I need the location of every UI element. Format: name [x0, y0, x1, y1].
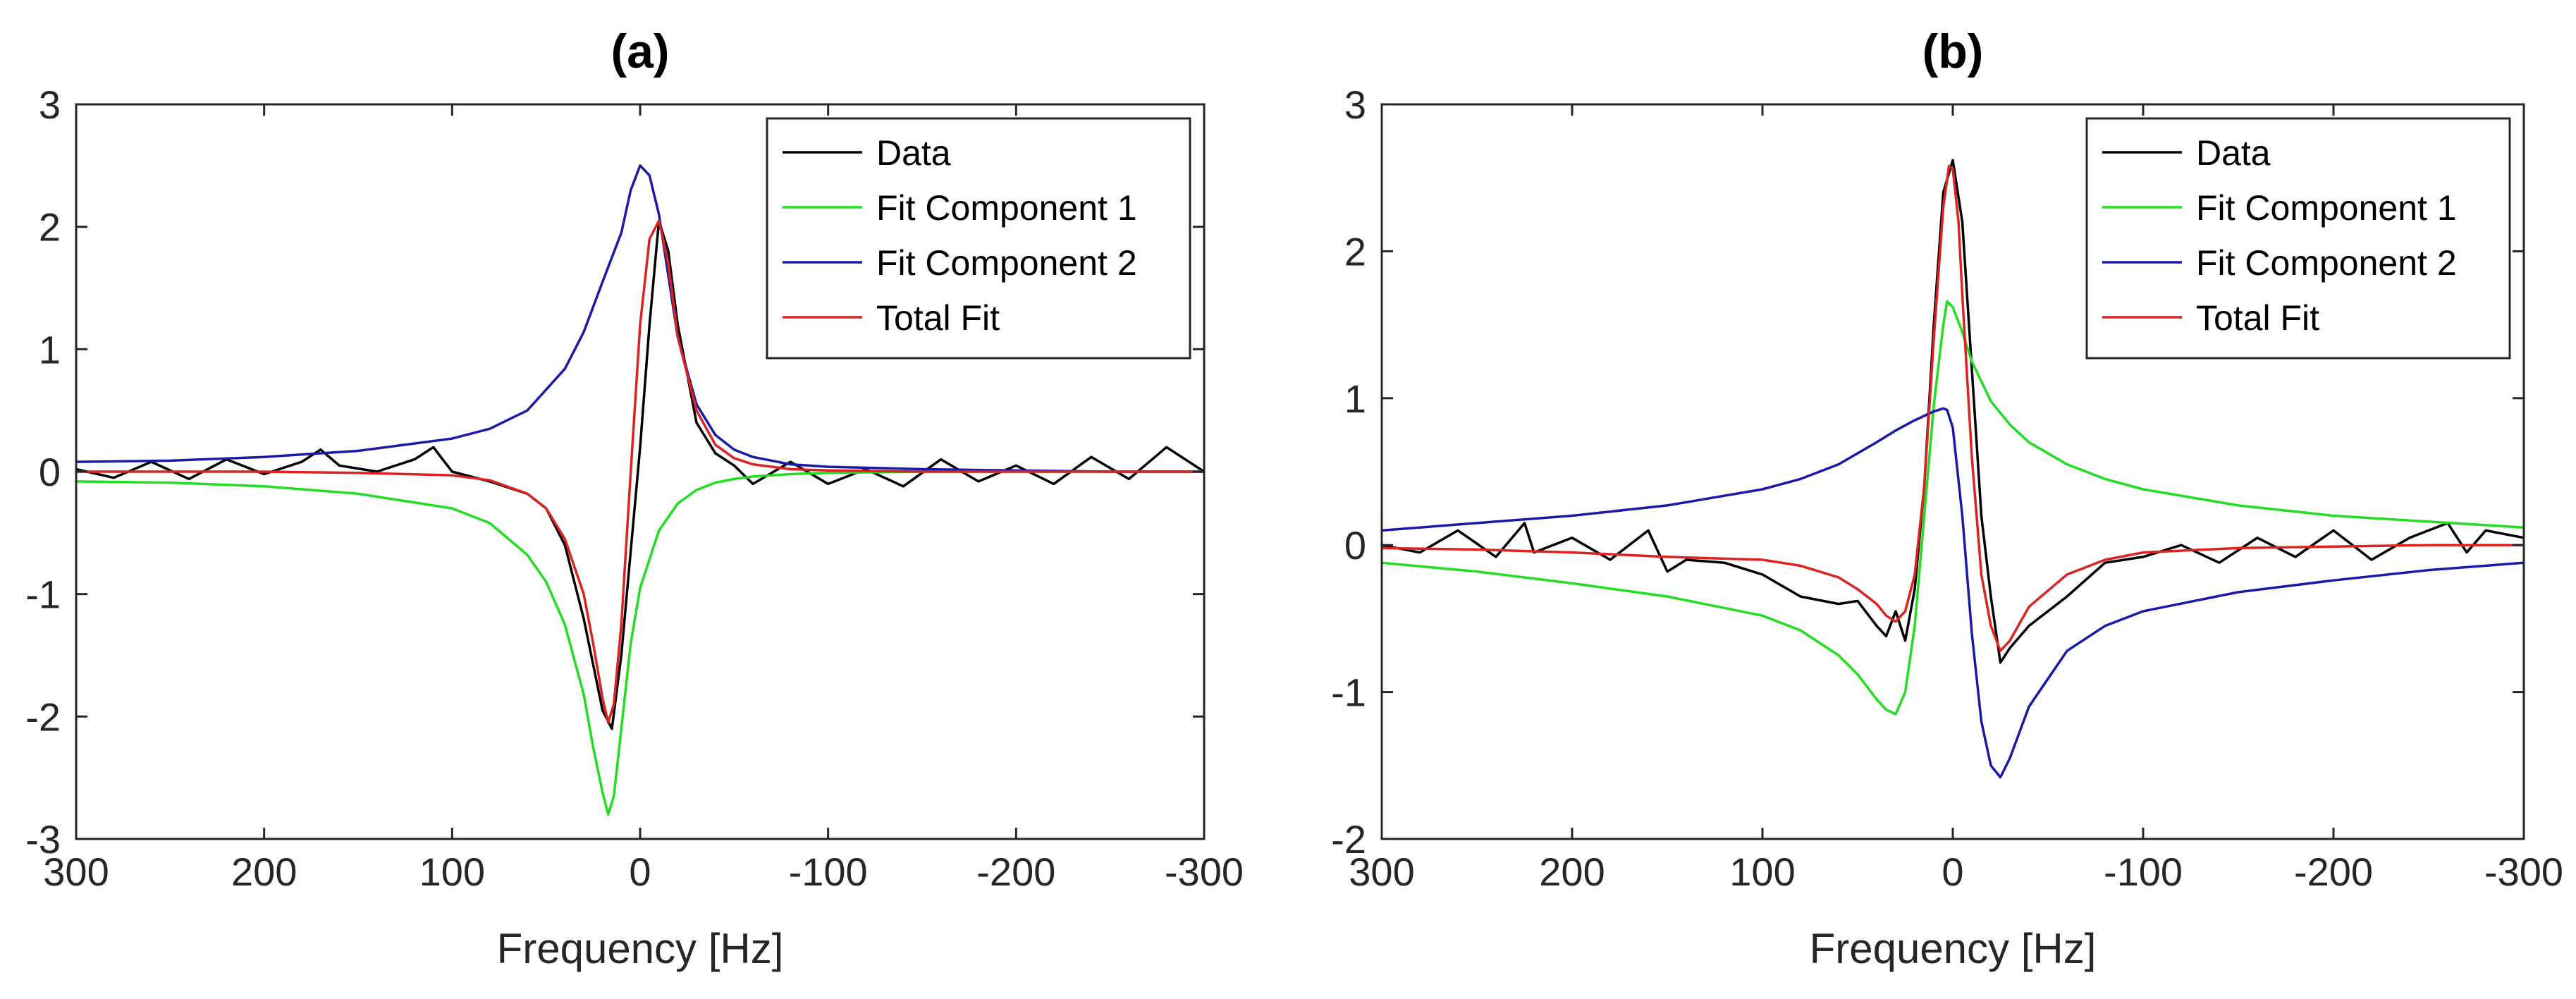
x-tick-label: 0 [629, 850, 651, 894]
y-tick-label: -2 [1331, 817, 1366, 862]
legend: Data Fit Component 1 Fit Component 2 Total … [2085, 117, 2511, 360]
y-tick-label: 0 [39, 450, 61, 494]
chart-panel-b: 300 200 100 0 -100 -200 -300 -2 -1 0 1 2 3 (b) Frequen… [1331, 25, 2563, 972]
x-axis-label: Frequency [Hz] [1810, 925, 2097, 972]
series-line-3 [1382, 407, 2524, 779]
series-line-2 [1382, 300, 2524, 716]
legend-label: Fit Component 2 [876, 243, 1137, 283]
y-tick-label: -1 [1331, 670, 1366, 715]
x-tick-label: -300 [2484, 850, 2563, 894]
y-tick-label: 1 [39, 327, 61, 372]
y-tick-label: 1 [1344, 376, 1366, 421]
series-line-3 [76, 164, 1204, 473]
y-tick-label: -3 [25, 817, 61, 862]
legend-label: Fit Component 1 [876, 188, 1137, 228]
y-tick-label: 2 [1344, 229, 1366, 274]
series-group [76, 164, 1204, 816]
legend-label: Data [2196, 133, 2271, 173]
legend-label: Fit Component 1 [2196, 188, 2457, 228]
x-tick-label: -100 [2104, 850, 2183, 894]
series-line-2 [76, 470, 1204, 816]
series-line-1 [76, 219, 1204, 730]
y-tick-label: 3 [1344, 82, 1366, 127]
x-tick-label: -200 [2294, 850, 2373, 894]
legend-label: Total Fit [2196, 298, 2319, 338]
legend: Data Fit Component 1 Fit Component 2 Total … [766, 117, 1191, 360]
series-line-4 [76, 219, 1204, 724]
series-line-4 [1382, 164, 2524, 652]
chart-panel-a: 300 200 100 0 -100 -200 -300 -3 -2 -1 0 1 2 3 (a) Frequ… [25, 25, 1244, 972]
chart-title: (a) [611, 25, 669, 78]
y-tick-label: 3 [39, 82, 61, 127]
x-tick-label: 200 [231, 850, 297, 894]
y-tick-label: -2 [25, 694, 61, 739]
legend-label: Data [876, 133, 951, 173]
x-tick-label: 200 [1539, 850, 1605, 894]
x-tick-label: 300 [1349, 850, 1414, 894]
legend-label: Fit Component 2 [2196, 243, 2457, 283]
x-tick-label: 100 [419, 850, 485, 894]
x-tick-label: 0 [1942, 850, 1963, 894]
x-axis-label: Frequency [Hz] [497, 925, 784, 972]
chart-title: (b) [1922, 25, 1984, 78]
x-tick-label: -100 [789, 850, 868, 894]
y-tick-label: 0 [1344, 523, 1366, 568]
y-tick-label: -1 [25, 572, 61, 617]
series-group [1382, 159, 2524, 779]
x-tick-label: -300 [1165, 850, 1244, 894]
x-tick-label: 100 [1729, 850, 1795, 894]
y-tick-label: 2 [39, 205, 61, 250]
x-tick-label: 300 [43, 850, 109, 894]
legend-label: Total Fit [876, 298, 1000, 338]
x-tick-label: -200 [976, 850, 1055, 894]
